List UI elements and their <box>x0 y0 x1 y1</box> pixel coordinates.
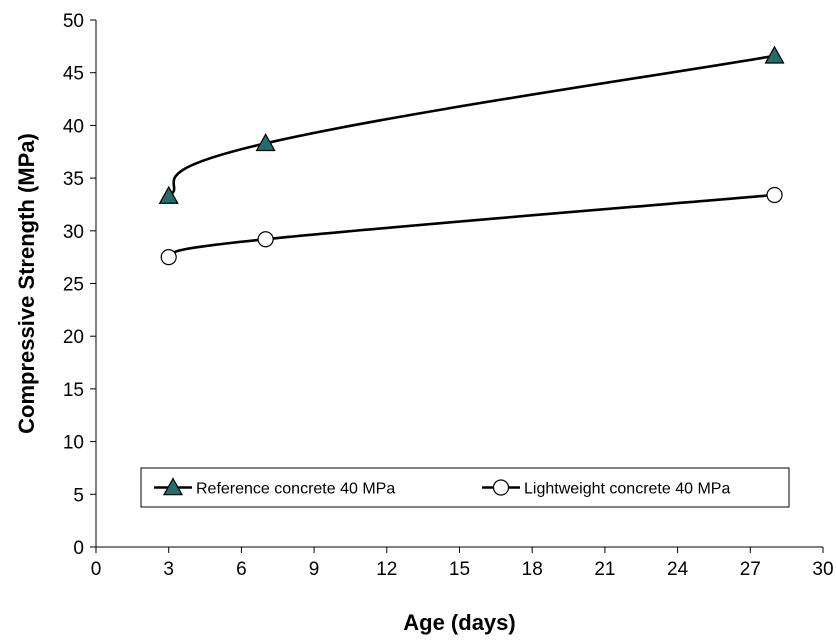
y-tick-label: 10 <box>63 433 84 454</box>
y-tick-label: 25 <box>63 275 84 296</box>
legend-label: Reference concrete 40 MPa <box>196 481 395 498</box>
legend-box <box>140 467 790 508</box>
y-axis-title: Compressive Strength (MPa) <box>14 133 39 434</box>
x-tick-label: 0 <box>91 559 102 580</box>
series-line <box>168 54 775 198</box>
legend-item: Reference concrete 40 MPa <box>154 477 395 498</box>
series-layer <box>158 45 785 266</box>
y-tick-label: 30 <box>63 222 84 243</box>
series-lightweight <box>160 186 783 266</box>
y-tick-label: 0 <box>73 538 84 559</box>
x-tick-label: 9 <box>309 559 320 580</box>
x-tick-label: 3 <box>163 559 174 580</box>
data-point <box>160 249 177 266</box>
x-tick-label: 12 <box>376 559 397 580</box>
y-tick-label: 45 <box>63 64 84 85</box>
series-reference <box>158 45 785 204</box>
y-tick-label: 5 <box>73 485 84 506</box>
y-tick-label: 20 <box>63 327 84 348</box>
legend-label: Lightweight concrete 40 MPa <box>524 481 730 498</box>
legend-items: Reference concrete 40 MPa Lightweight con… <box>154 477 730 498</box>
data-point <box>766 186 783 204</box>
x-tick-label: 21 <box>594 559 615 580</box>
data-point <box>764 45 785 64</box>
y-tick-label: 35 <box>63 169 84 190</box>
series-line <box>168 193 775 259</box>
data-point <box>158 185 179 204</box>
legend-marker <box>492 479 510 496</box>
y-tick-label: 40 <box>63 116 84 137</box>
legend-marker <box>162 477 184 496</box>
y-tick-label: 50 <box>63 11 84 32</box>
data-point <box>255 133 276 152</box>
x-tick-label: 6 <box>236 559 247 580</box>
x-tick-label: 27 <box>740 559 761 580</box>
y-tick-label: 15 <box>63 380 84 401</box>
x-tick-label: 18 <box>522 559 543 580</box>
x-tick-label: 30 <box>812 559 833 580</box>
legend-item: Lightweight concrete 40 MPa <box>482 479 730 498</box>
x-axis-title: Age (days) <box>403 610 515 635</box>
x-tick-label: 15 <box>449 559 470 580</box>
x-tick-label: 24 <box>667 559 689 580</box>
ticks: 0 5 10 15 20 25 30 35 40 45 50 0 3 6 9 12 15 18 21 24 27 30 <box>63 11 834 580</box>
data-point <box>257 231 274 248</box>
legend: Reference concrete 40 MPa Lightweight con… <box>140 467 790 508</box>
